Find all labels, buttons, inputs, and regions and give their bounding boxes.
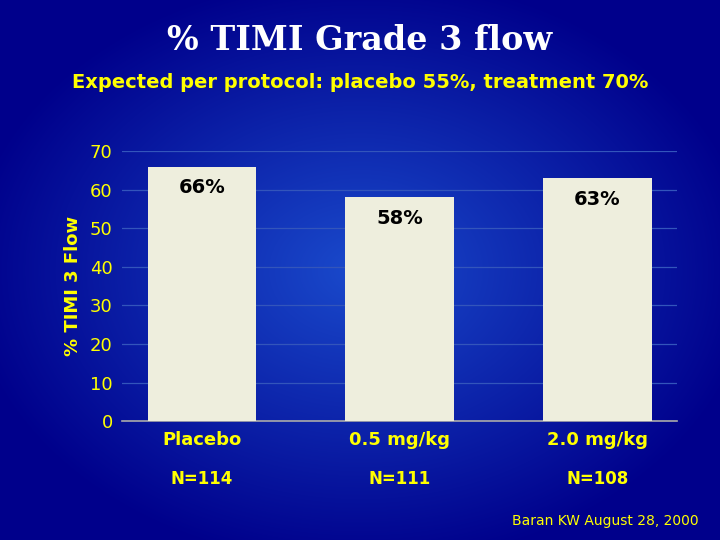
- Text: 58%: 58%: [377, 209, 423, 228]
- Bar: [543, 178, 652, 421]
- Text: Expected per protocol: placebo 55%, treatment 70%: Expected per protocol: placebo 55%, trea…: [72, 73, 648, 92]
- Text: 66%: 66%: [179, 178, 225, 197]
- Text: N=111: N=111: [369, 470, 431, 488]
- Y-axis label: % TIMI 3 Flow: % TIMI 3 Flow: [63, 216, 81, 356]
- Text: 63%: 63%: [574, 190, 621, 209]
- Bar: [148, 167, 256, 421]
- Text: N=114: N=114: [171, 470, 233, 488]
- Bar: [346, 198, 454, 421]
- Text: N=108: N=108: [566, 470, 629, 488]
- Text: % TIMI Grade 3 flow: % TIMI Grade 3 flow: [168, 24, 552, 57]
- Text: Baran KW August 28, 2000: Baran KW August 28, 2000: [512, 514, 698, 528]
